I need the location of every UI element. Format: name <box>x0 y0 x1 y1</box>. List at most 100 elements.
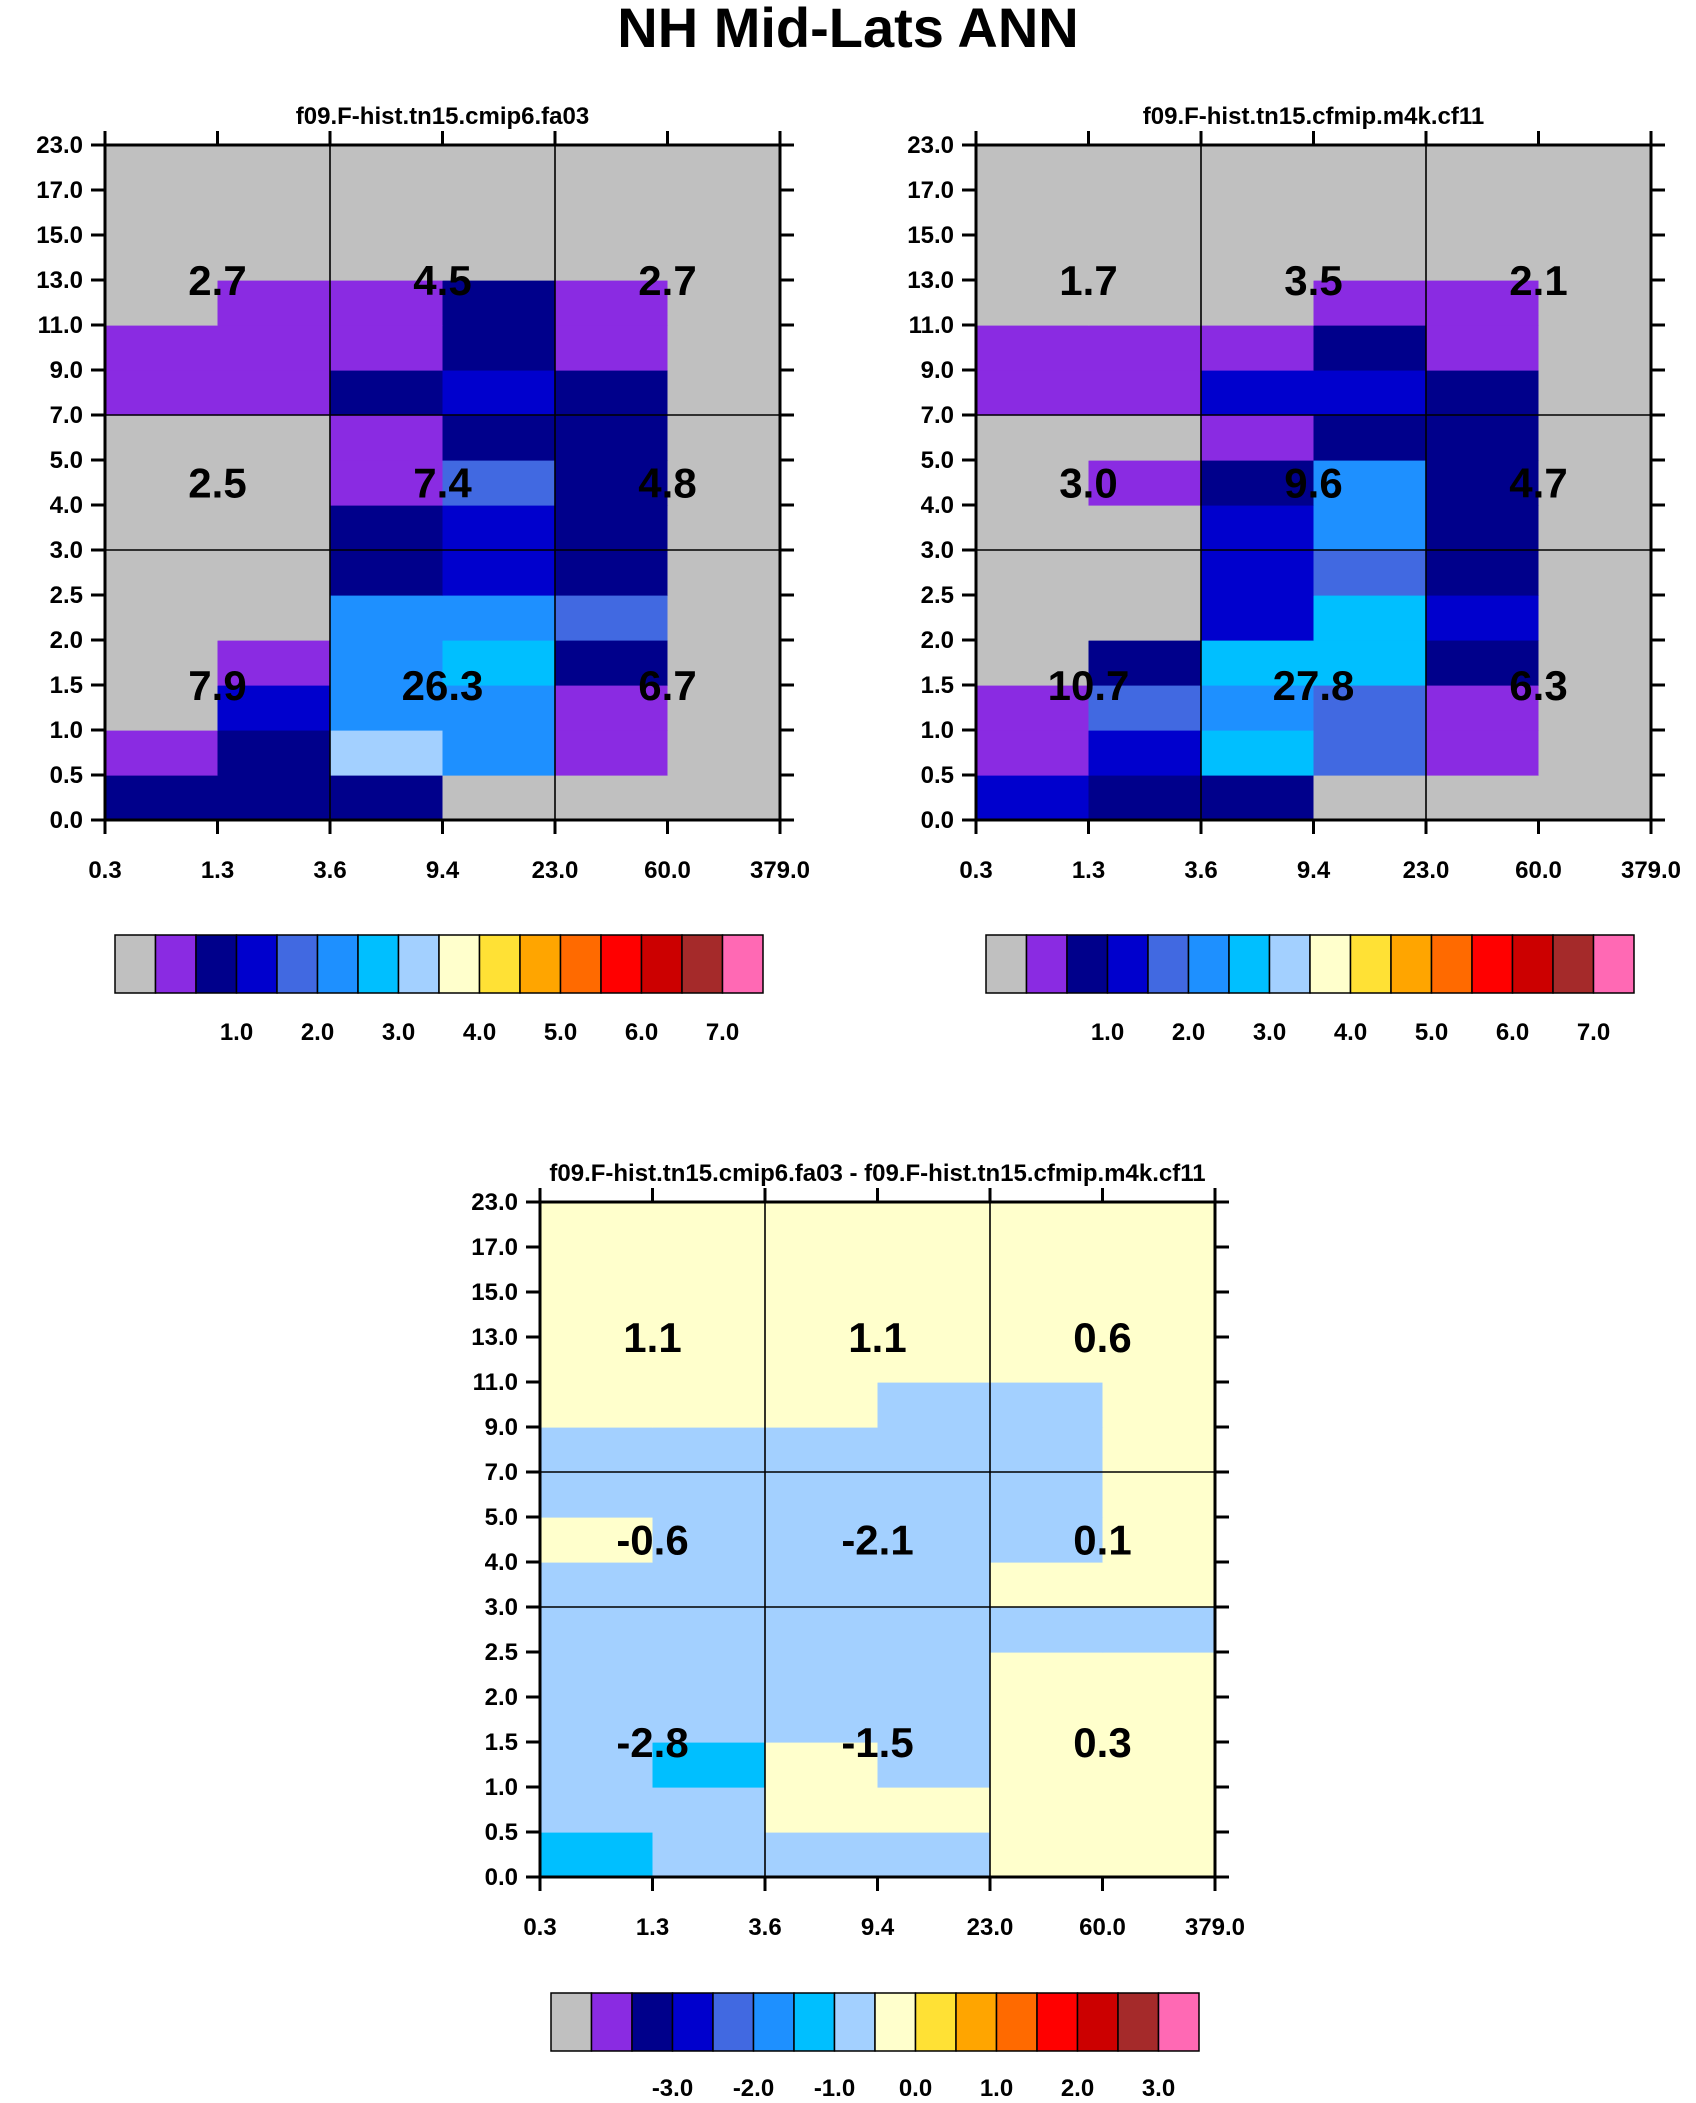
colorbar-label: 4.0 <box>1334 1019 1367 1046</box>
colorbar-swatch <box>600 934 643 994</box>
colorbar-swatch <box>1552 934 1595 994</box>
heatmap-cell <box>990 1562 1104 1608</box>
colorbar-swatch <box>681 934 724 994</box>
section-value-middle: 4.8 <box>638 460 696 507</box>
heatmap-cell <box>1201 415 1315 461</box>
heatmap-cell <box>217 190 331 236</box>
colorbar-swatch <box>1025 934 1068 994</box>
heatmap-cell <box>877 1292 991 1338</box>
heatmap-cell <box>1426 505 1540 551</box>
heatmap-cell <box>217 595 331 641</box>
section-value-top: 0.6 <box>1073 1314 1131 1361</box>
colorbar-swatch <box>640 934 683 994</box>
heatmap-cell <box>877 1832 991 1878</box>
heatmap-cell <box>442 190 556 236</box>
heatmap-cell <box>540 1697 654 1743</box>
y-tick-label: 1.0 <box>485 1774 518 1801</box>
section-value-top: 1.1 <box>623 1314 681 1361</box>
section-value-bottom: 6.7 <box>638 662 696 709</box>
heatmap-cell <box>442 235 556 281</box>
heatmap-cell <box>1313 415 1427 461</box>
x-tick-label: 1.3 <box>201 857 234 884</box>
heatmap-cell <box>652 1742 766 1788</box>
heatmap-cell <box>765 1517 879 1563</box>
heatmap-cell <box>105 190 219 236</box>
colorbar-swatch <box>914 1992 957 2052</box>
colorbar-swatch <box>1309 934 1352 994</box>
heatmap-cell <box>1426 280 1540 326</box>
y-tick-label: 0.0 <box>921 807 954 834</box>
heatmap-cell <box>976 730 1090 776</box>
y-tick-label: 4.0 <box>921 492 954 519</box>
y-tick-label: 2.0 <box>485 1684 518 1711</box>
colorbar-swatch <box>235 934 278 994</box>
heatmap-cell <box>1201 775 1315 821</box>
y-tick-label: 7.0 <box>50 402 83 429</box>
x-tick-label: 9.4 <box>426 857 460 884</box>
heatmap-cell <box>976 775 1090 821</box>
heatmap-cell <box>1538 775 1652 821</box>
section-value-bottom: -1.5 <box>841 1719 913 1766</box>
colorbar-swatch <box>671 1992 714 2052</box>
heatmap-cell <box>667 640 781 686</box>
y-tick-label: 1.0 <box>921 717 954 744</box>
heatmap-cell <box>330 595 444 641</box>
colorbar-swatch <box>1228 934 1271 994</box>
heatmap-cell <box>217 550 331 596</box>
colorbar-swatch <box>955 1992 998 2052</box>
section-value-bottom: -2.8 <box>616 1719 688 1766</box>
heatmap-cell <box>330 415 444 461</box>
colorbar-swatch <box>995 1992 1038 2052</box>
colorbar-swatch <box>721 934 764 994</box>
heatmap-cell <box>1201 190 1315 236</box>
y-tick-label: 15.0 <box>36 222 83 249</box>
heatmap-cell <box>765 1607 879 1653</box>
colorbar-swatch <box>874 1992 917 2052</box>
y-tick-label: 0.5 <box>485 1819 518 1846</box>
heatmap-cell <box>652 1472 766 1518</box>
heatmap-cell <box>330 640 444 686</box>
heatmap-cell <box>765 1292 879 1338</box>
section-value-middle: 3.0 <box>1059 460 1117 507</box>
heatmap-cell <box>976 145 1090 191</box>
section-value-bottom: 0.3 <box>1073 1719 1131 1766</box>
heatmap-cell <box>1201 550 1315 596</box>
section-value-middle: 9.6 <box>1284 460 1342 507</box>
y-tick-label: 2.5 <box>485 1639 518 1666</box>
heatmap-cell <box>652 1517 766 1563</box>
heatmap-cell <box>540 1292 654 1338</box>
colorbar-label: 3.0 <box>382 1019 415 1046</box>
heatmap-cell <box>555 730 669 776</box>
panel-title: f09.F-hist.tn15.cmip6.fa03 <box>296 103 589 130</box>
heatmap-cell <box>877 1787 991 1833</box>
heatmap-cell <box>1102 1787 1216 1833</box>
heatmap-cell <box>877 1697 991 1743</box>
heatmap-cell <box>1201 370 1315 416</box>
heatmap-cell <box>990 1607 1104 1653</box>
y-tick-label: 7.0 <box>921 402 954 429</box>
y-tick-label: 0.5 <box>50 762 83 789</box>
heatmap-cell <box>990 1337 1104 1383</box>
heatmap-cell <box>1313 190 1427 236</box>
heatmap-cell <box>765 1832 879 1878</box>
colorbar-label: 5.0 <box>544 1019 577 1046</box>
y-tick-label: 3.0 <box>921 537 954 564</box>
heatmap-cell <box>1313 370 1427 416</box>
heatmap-cell <box>652 1562 766 1608</box>
heatmap-panel-1: f09.F-hist.tn15.cmip6.fa03 0.0 0.5 1.0 1.5 2.… <box>36 103 810 1046</box>
heatmap-cell <box>1088 730 1202 776</box>
heatmap-cell <box>976 235 1090 281</box>
colorbar-swatch <box>712 1992 755 2052</box>
heatmap-cell <box>442 370 556 416</box>
colorbar-label: 3.0 <box>1253 1019 1286 1046</box>
colorbar-label: -3.0 <box>652 2075 693 2102</box>
heatmap-cell <box>1201 505 1315 551</box>
heatmap-cell <box>990 1472 1104 1518</box>
heatmap-cell <box>330 235 444 281</box>
colorbar-label: 1.0 <box>220 1019 253 1046</box>
heatmap-cell <box>1313 325 1427 371</box>
heatmap-cell <box>555 280 669 326</box>
colorbar-label: 1.0 <box>1091 1019 1124 1046</box>
colorbar-swatch <box>793 1992 836 2052</box>
heatmap-cell <box>330 145 444 191</box>
